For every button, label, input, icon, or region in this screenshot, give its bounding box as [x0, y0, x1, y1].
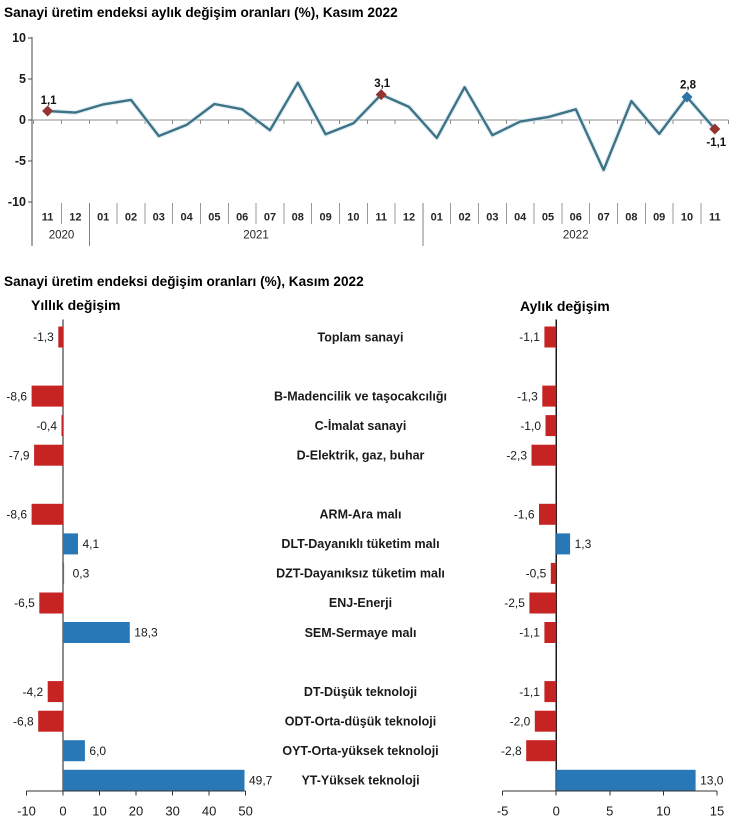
svg-text:-1,3: -1,3: [33, 330, 54, 344]
svg-text:ENJ-Enerji: ENJ-Enerji: [329, 596, 392, 610]
svg-text:-1,1: -1,1: [519, 626, 540, 640]
svg-text:-8,6: -8,6: [6, 508, 27, 522]
svg-text:2021: 2021: [243, 230, 269, 242]
svg-text:SEM-Sermaye malı: SEM-Sermaye malı: [305, 626, 417, 640]
svg-text:-2,8: -2,8: [501, 744, 522, 758]
svg-text:11: 11: [375, 212, 387, 224]
svg-text:-10: -10: [8, 195, 26, 209]
svg-text:0,3: 0,3: [73, 567, 90, 581]
svg-text:2020: 2020: [49, 230, 75, 242]
svg-text:09: 09: [653, 212, 665, 224]
svg-text:01: 01: [431, 212, 443, 224]
svg-text:-5: -5: [15, 154, 26, 168]
svg-text:YT-Yüksek teknoloji: YT-Yüksek teknoloji: [301, 774, 419, 788]
svg-text:12: 12: [69, 212, 81, 224]
svg-text:D-Elektrik, gaz, buhar: D-Elektrik, gaz, buhar: [297, 449, 425, 463]
svg-text:-10: -10: [17, 804, 36, 819]
svg-text:20: 20: [129, 804, 143, 819]
svg-text:-2,3: -2,3: [506, 448, 527, 462]
svg-text:5: 5: [606, 804, 613, 819]
svg-text:B-Madencilik ve taşocakcılığı: B-Madencilik ve taşocakcılığı: [274, 389, 447, 403]
svg-text:-8,6: -8,6: [6, 389, 27, 403]
svg-text:4,1: 4,1: [83, 537, 100, 551]
svg-text:10: 10: [12, 31, 26, 45]
svg-text:0: 0: [59, 804, 66, 819]
svg-text:-1,3: -1,3: [517, 389, 538, 403]
svg-text:2022: 2022: [563, 230, 589, 242]
svg-text:5: 5: [19, 72, 26, 86]
svg-text:11: 11: [709, 212, 721, 224]
svg-text:40: 40: [202, 804, 216, 819]
svg-text:04: 04: [514, 212, 527, 224]
svg-text:0: 0: [19, 113, 26, 127]
svg-text:10: 10: [347, 212, 359, 224]
svg-text:-6,8: -6,8: [13, 714, 34, 728]
svg-text:ARM-Ara malı: ARM-Ara malı: [320, 508, 402, 522]
svg-text:02: 02: [458, 212, 470, 224]
svg-text:11: 11: [42, 212, 54, 224]
svg-text:DZT-Dayanıksız tüketim malı: DZT-Dayanıksız tüketim malı: [276, 567, 445, 581]
svg-text:OYT-Orta-yüksek teknoloji: OYT-Orta-yüksek teknoloji: [282, 744, 438, 758]
svg-text:02: 02: [125, 212, 137, 224]
svg-text:10: 10: [681, 212, 693, 224]
svg-text:09: 09: [319, 212, 331, 224]
svg-text:C-İmalat sanayi: C-İmalat sanayi: [315, 418, 407, 433]
svg-text:06: 06: [570, 212, 582, 224]
svg-text:30: 30: [165, 804, 179, 819]
svg-text:6,0: 6,0: [89, 744, 106, 758]
svg-text:2,8: 2,8: [680, 80, 697, 92]
svg-text:-2,0: -2,0: [510, 714, 531, 728]
svg-text:-4,2: -4,2: [23, 685, 44, 699]
svg-text:08: 08: [625, 212, 637, 224]
svg-text:ODT-Orta-düşük teknoloji: ODT-Orta-düşük teknoloji: [285, 715, 436, 729]
svg-text:-1,1: -1,1: [519, 330, 540, 344]
svg-text:-6,5: -6,5: [14, 596, 35, 610]
svg-text:08: 08: [292, 212, 304, 224]
svg-text:05: 05: [542, 212, 554, 224]
svg-text:-1,6: -1,6: [514, 508, 535, 522]
svg-text:12: 12: [403, 212, 415, 224]
svg-text:15: 15: [710, 804, 724, 819]
svg-text:0: 0: [553, 804, 560, 819]
svg-text:06: 06: [236, 212, 248, 224]
svg-text:Toplam sanayi: Toplam sanayi: [318, 330, 404, 344]
svg-text:-7,9: -7,9: [9, 448, 30, 462]
svg-text:-5: -5: [497, 804, 509, 819]
svg-text:04: 04: [180, 212, 193, 224]
svg-text:1,3: 1,3: [575, 537, 592, 551]
svg-text:07: 07: [597, 212, 609, 224]
svg-text:10: 10: [92, 804, 106, 819]
svg-text:-1,0: -1,0: [520, 419, 541, 433]
svg-text:-0,4: -0,4: [36, 419, 57, 433]
svg-text:03: 03: [486, 212, 498, 224]
svg-text:-1,1: -1,1: [519, 685, 540, 699]
svg-text:1,1: 1,1: [41, 95, 58, 107]
svg-text:DLT-Dayanıklı tüketim malı: DLT-Dayanıklı tüketim malı: [281, 537, 439, 551]
svg-text:13,0: 13,0: [700, 774, 724, 788]
svg-text:DT-Düşük teknoloji: DT-Düşük teknoloji: [304, 685, 417, 699]
svg-text:10: 10: [656, 804, 670, 819]
svg-text:01: 01: [97, 212, 109, 224]
svg-text:49,7: 49,7: [249, 774, 273, 788]
svg-text:-1,1: -1,1: [706, 137, 726, 149]
svg-text:05: 05: [208, 212, 220, 224]
svg-text:3,1: 3,1: [374, 78, 391, 90]
svg-text:03: 03: [153, 212, 165, 224]
svg-text:-0,5: -0,5: [526, 567, 547, 581]
svg-text:18,3: 18,3: [134, 626, 158, 640]
svg-text:07: 07: [264, 212, 276, 224]
svg-text:-2,5: -2,5: [504, 596, 525, 610]
svg-text:50: 50: [238, 804, 252, 819]
